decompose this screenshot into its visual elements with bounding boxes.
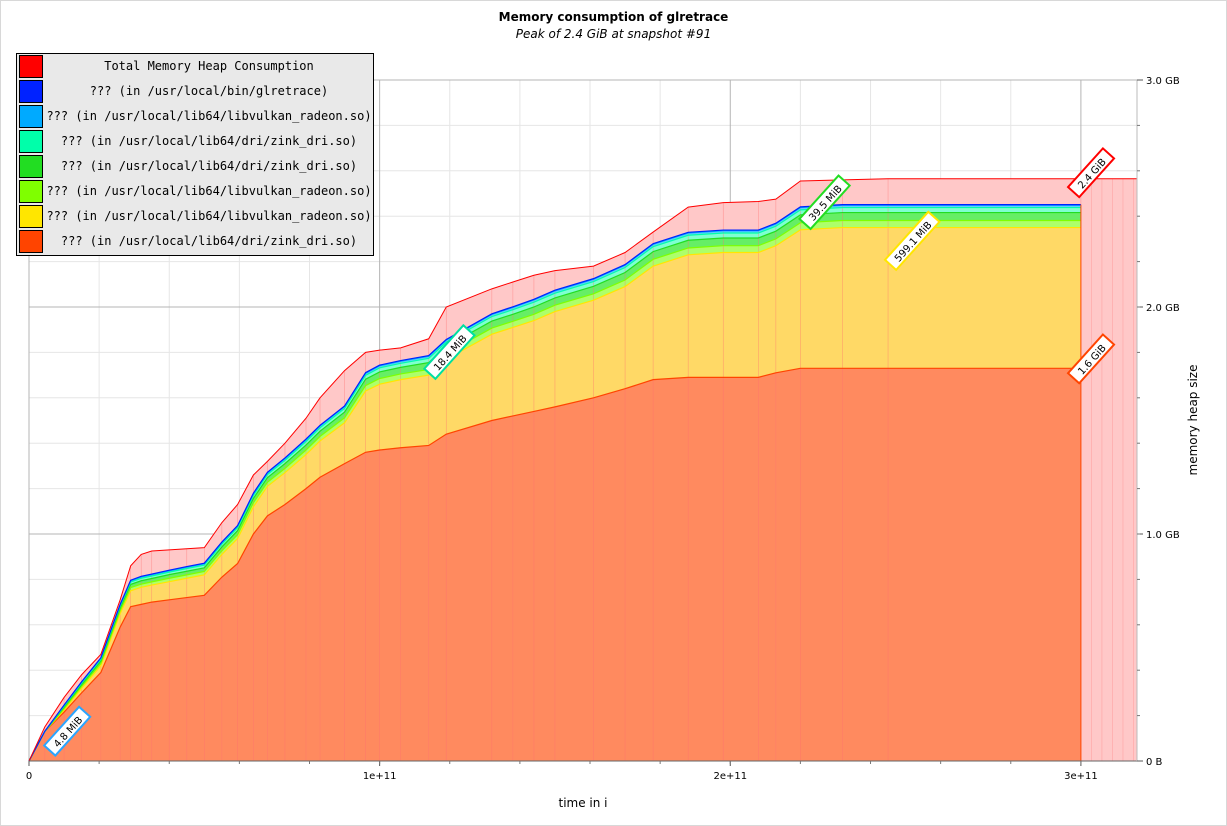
legend-swatch	[19, 180, 43, 203]
annotation-box	[883, 210, 941, 272]
chart-title: Memory consumption of glretrace	[498, 10, 729, 24]
series-line	[28, 204, 1081, 762]
series-line-total	[28, 178, 1137, 762]
y-tick-label: 3.0 GB	[1146, 76, 1180, 87]
x-tick-label: 0	[26, 771, 32, 782]
annotation-box	[1066, 146, 1116, 199]
annotation-box	[798, 174, 852, 231]
legend-item: ??? (in /usr/local/lib64/dri/zink_dri.so…	[17, 154, 373, 179]
legend-swatch	[19, 105, 43, 128]
legend: Total Memory Heap Consumption ??? (in /u…	[16, 53, 374, 256]
legend-label: ??? (in /usr/local/lib64/libvulkan_radeo…	[46, 184, 372, 198]
series-line	[28, 211, 1081, 762]
legend-item: Total Memory Heap Consumption	[17, 54, 373, 79]
legend-swatch	[19, 55, 43, 78]
legend-item: ??? (in /usr/local/lib64/libvulkan_radeo…	[17, 104, 373, 129]
annotation-box	[1066, 333, 1116, 385]
x-axis-label: time in i	[558, 796, 608, 810]
x-tick-label: 2e+11	[713, 771, 747, 782]
legend-label: ??? (in /usr/local/lib64/libvulkan_radeo…	[46, 209, 372, 223]
legend-swatch	[19, 205, 43, 228]
annotation-box	[42, 705, 92, 757]
legend-item: ??? (in /usr/local/lib64/libvulkan_radeo…	[17, 204, 373, 229]
series-line	[28, 226, 1081, 762]
y-axis-label: memory heap size	[1186, 364, 1200, 476]
legend-label: ??? (in /usr/local/lib64/dri/zink_dri.so…	[60, 134, 358, 148]
x-tick-label: 1e+11	[363, 771, 397, 782]
y-tick-label: 0 B	[1146, 757, 1163, 768]
legend-label: ??? (in /usr/local/lib64/dri/zink_dri.so…	[60, 159, 358, 173]
y-tick-label: 1.0 GB	[1146, 530, 1180, 541]
legend-swatch	[19, 130, 43, 153]
legend-item: ??? (in /usr/local/lib64/libvulkan_radeo…	[17, 179, 373, 204]
legend-label: ??? (in /usr/local/bin/glretrace)	[89, 84, 329, 98]
legend-label: ??? (in /usr/local/lib64/libvulkan_radeo…	[46, 109, 372, 123]
legend-swatch	[19, 80, 43, 103]
legend-swatch	[19, 230, 43, 253]
legend-item: ??? (in /usr/local/lib64/dri/zink_dri.so…	[17, 229, 373, 254]
legend-label: ??? (in /usr/local/lib64/dri/zink_dri.so…	[60, 234, 358, 248]
series-line	[28, 206, 1081, 762]
legend-swatch	[19, 155, 43, 178]
y-tick-label: 2.0 GB	[1146, 303, 1180, 314]
chart-subtitle: Peak of 2.4 GiB at snapshot #91	[515, 27, 712, 41]
legend-item: ??? (in /usr/local/bin/glretrace)	[17, 79, 373, 104]
x-tick-label: 3e+11	[1064, 771, 1098, 782]
series-area	[29, 227, 1081, 762]
series-line	[28, 367, 1081, 762]
annotation-box	[422, 323, 476, 381]
legend-label: Total Memory Heap Consumption	[104, 59, 314, 73]
series-line	[28, 219, 1081, 762]
legend-item: ??? (in /usr/local/lib64/dri/zink_dri.so…	[17, 129, 373, 154]
